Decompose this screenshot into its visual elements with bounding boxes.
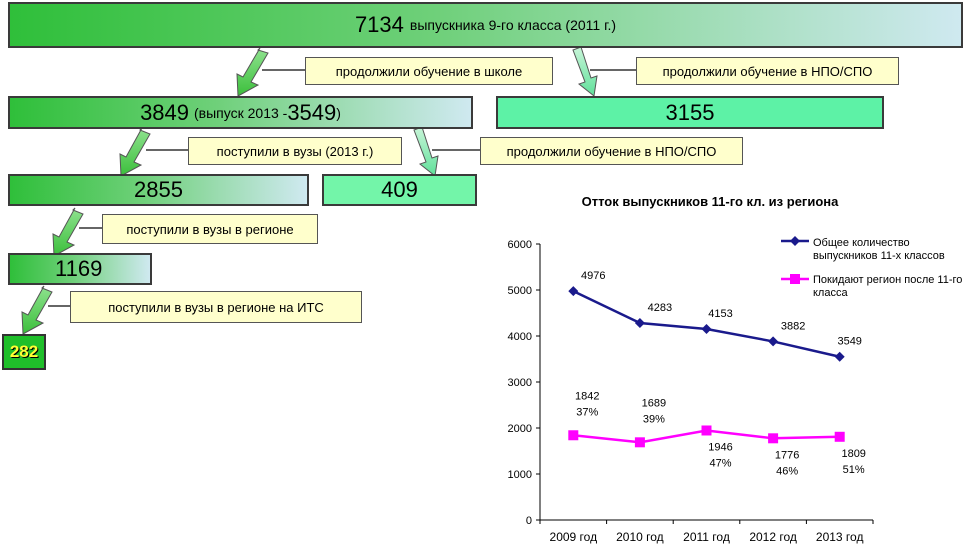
arrow-to-npo2 — [413, 126, 439, 177]
region-label: поступили в вузы в регионе — [102, 214, 318, 244]
vuz-value: 2855 — [134, 177, 183, 202]
series-2-percent-label: 37% — [576, 406, 598, 418]
x-tick-label: 2011 год — [683, 530, 730, 544]
series-2-data-label: 1689 — [642, 397, 666, 409]
series-1-data-label: 4153 — [708, 308, 732, 320]
total-graduates-box: 7134 выпускника 9-го класса (2011 г.) — [8, 2, 963, 48]
npo2-value: 409 — [381, 177, 418, 202]
series-2-point — [768, 433, 779, 444]
series-2-data-label: 1776 — [775, 449, 799, 461]
school-label: продолжили обучение в школе — [305, 57, 553, 85]
series-2-point — [701, 425, 712, 436]
total-graduates-text: выпускника 9-го класса (2011 г.) — [409, 17, 617, 33]
series-2-percent-label: 51% — [843, 464, 865, 476]
series-2-point — [568, 430, 579, 441]
vuz-label-text: поступили в вузы (2013 г.) — [216, 143, 374, 159]
series-2-point — [834, 431, 845, 442]
npo2-label: продолжили обучение в НПО/СПО — [480, 137, 743, 165]
region-box: 1169 — [8, 253, 152, 285]
legend-series-2-text: Покидают регион после 11-го класса — [813, 274, 963, 299]
school-box: 3849 (выпуск 2013 - 3549 ) — [8, 96, 473, 129]
y-tick-label: 6000 — [508, 239, 532, 251]
series-1-data-label: 4976 — [581, 270, 605, 282]
y-tick-label: 0 — [526, 515, 532, 527]
series-1-point — [834, 351, 845, 362]
series-2-percent-label: 39% — [643, 413, 665, 425]
npo-label-text: продолжили обучение в НПО/СПО — [662, 63, 873, 79]
y-tick-label: 2000 — [508, 423, 532, 435]
npo-box: 3155 — [496, 96, 884, 129]
npo2-box: 409 — [322, 174, 477, 206]
arrow-to-npo — [572, 46, 598, 97]
legend-series-1-text: Общее количество выпускников 11-х классо… — [813, 237, 945, 262]
series-2-percent-label: 46% — [776, 465, 798, 477]
series-2-point — [634, 437, 645, 448]
its-value: 282 — [9, 342, 39, 361]
series-1-data-label: 3549 — [837, 336, 861, 348]
school-label-text: продолжили обучение в школе — [335, 63, 523, 79]
series-1-point — [634, 317, 645, 328]
its-box: 282 — [2, 334, 46, 370]
region-label-text: поступили в вузы в регионе — [126, 221, 294, 237]
x-tick-label: 2012 год — [749, 530, 797, 544]
school-close: ) — [336, 104, 341, 121]
vuz-label: поступили в вузы (2013 г.) — [188, 137, 402, 165]
vuz-box: 2855 — [8, 174, 309, 206]
series-1-data-label: 4283 — [648, 302, 672, 314]
y-tick-label: 5000 — [508, 285, 532, 297]
y-tick-label: 1000 — [508, 469, 532, 481]
school-number: 3849 — [140, 99, 190, 125]
school-text: (выпуск 2013 - — [194, 104, 288, 121]
its-label-text: поступили в вузы в регионе на ИТС — [108, 299, 324, 315]
x-tick-label: 2010 год — [616, 530, 664, 544]
npo-label: продолжили обучение в НПО/СПО — [636, 57, 899, 85]
legend-series-2: Покидают регион после 11-го класса — [813, 274, 963, 300]
npo2-label-text: продолжили обучение в НПО/СПО — [506, 143, 717, 159]
y-tick-label: 4000 — [508, 331, 532, 343]
series-1-point — [768, 336, 779, 347]
total-graduates-number: 7134 — [354, 12, 404, 37]
legend-series-1: Общее количество выпускников 11-х классо… — [813, 237, 963, 263]
series-1-data-label: 3882 — [781, 320, 805, 332]
series-1-point — [568, 286, 579, 297]
series-2-data-label: 1842 — [575, 390, 599, 402]
npo-value: 3155 — [665, 99, 715, 125]
x-tick-label: 2009 год — [550, 530, 598, 544]
its-label: поступили в вузы в регионе на ИТС — [70, 291, 362, 323]
series-2-data-label: 1946 — [708, 441, 732, 453]
series-2-percent-label: 47% — [709, 457, 731, 469]
y-tick-label: 3000 — [508, 377, 532, 389]
series-2-data-label: 1809 — [841, 448, 865, 460]
region-value: 1169 — [55, 256, 103, 281]
series-1-point — [701, 323, 712, 334]
x-tick-label: 2013 год — [816, 530, 864, 544]
legend-marker-2 — [790, 274, 800, 284]
legend-marker-1 — [790, 236, 800, 246]
school-number2: 3549 — [287, 99, 337, 125]
chart-title: Отток выпускников 11-го кл. из региона — [581, 194, 839, 209]
